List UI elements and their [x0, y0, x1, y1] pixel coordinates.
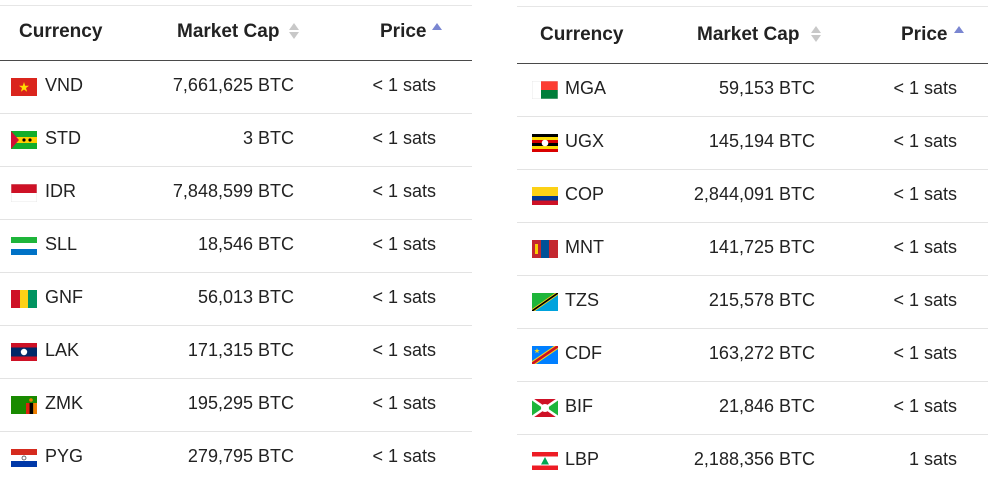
- laos-flag-icon: [11, 343, 37, 361]
- currency-code: SLL: [45, 234, 78, 254]
- price-value: < 1 sats: [893, 78, 957, 98]
- price-value: < 1 sats: [372, 75, 436, 95]
- currency-code: BIF: [565, 396, 594, 416]
- market-cap-value: 7,848,599 BTC: [172, 181, 294, 201]
- currency-code: LAK: [45, 340, 80, 360]
- price-value: < 1 sats: [372, 181, 436, 201]
- market-cap-value: 3 BTC: [242, 128, 294, 148]
- currency-code: PYG: [45, 446, 84, 466]
- price-value: < 1 sats: [893, 396, 957, 416]
- table-header: Currency Market Cap Price: [0, 5, 472, 61]
- market-cap-value: 56,013 BTC: [197, 287, 294, 307]
- table-row[interactable]: GNF 56,013 BTC < 1 sats: [0, 273, 472, 326]
- price-value: < 1 sats: [893, 343, 957, 363]
- market-cap-value: 18,546 BTC: [197, 234, 294, 254]
- table-row[interactable]: COP 2,844,091 BTC < 1 sats: [517, 170, 988, 223]
- table-row[interactable]: IDR 7,848,599 BTC < 1 sats: [0, 167, 472, 220]
- price-value: 1 sats: [908, 449, 957, 469]
- currency-code: CDF: [565, 343, 602, 363]
- tanzania-flag-icon: [532, 293, 558, 311]
- table-row[interactable]: ZMK 195,295 BTC < 1 sats: [0, 379, 472, 432]
- mongolia-flag-icon: [532, 240, 558, 258]
- price-value: < 1 sats: [372, 340, 436, 360]
- uganda-flag-icon: [532, 134, 558, 152]
- zambia-flag-icon: [11, 396, 37, 414]
- indonesia-flag-icon: [10, 183, 38, 203]
- currency-table-right: Currency Market Cap Price MGA 59,153 BTC <…: [517, 6, 988, 487]
- burundi-flag-icon: [531, 397, 559, 419]
- currency-code: IDR: [45, 181, 76, 201]
- paraguay-flag-icon: [11, 449, 37, 467]
- price-sort-asc-icon[interactable]: [432, 18, 442, 38]
- market-cap-value: 171,315 BTC: [187, 340, 294, 360]
- market-cap-value: 145,194 BTC: [708, 131, 815, 151]
- price-value: < 1 sats: [372, 446, 436, 466]
- currency-code: LBP: [565, 449, 600, 469]
- currency-header[interactable]: Currency: [19, 21, 103, 42]
- currency-code: VND: [45, 75, 84, 95]
- market-cap-value: 279,795 BTC: [187, 446, 294, 466]
- dr-congo-flag-icon: [532, 346, 558, 364]
- table-row[interactable]: CDF 163,272 BTC < 1 sats: [517, 329, 988, 382]
- sierra-leone-flag-icon: [11, 237, 37, 255]
- price-value: < 1 sats: [372, 393, 436, 413]
- market-cap-header[interactable]: Market Cap: [177, 21, 280, 42]
- currency-code: GNF: [45, 287, 83, 307]
- price-value: < 1 sats: [372, 287, 436, 307]
- market-cap-value: 163,272 BTC: [708, 343, 815, 363]
- table-row[interactable]: LBP 2,188,356 BTC 1 sats: [517, 435, 988, 487]
- price-sort-asc-icon[interactable]: [954, 21, 964, 41]
- currency-code: ZMK: [45, 393, 83, 413]
- price-value: < 1 sats: [893, 131, 957, 151]
- price-value: < 1 sats: [372, 128, 436, 148]
- currency-code: MGA: [565, 78, 607, 98]
- price-value: < 1 sats: [893, 184, 957, 204]
- table-row[interactable]: VND 7,661,625 BTC < 1 sats: [0, 61, 472, 114]
- table-row[interactable]: TZS 215,578 BTC < 1 sats: [517, 276, 988, 329]
- currency-code: TZS: [565, 290, 599, 310]
- table-header: Currency Market Cap Price: [517, 6, 988, 64]
- table-row[interactable]: SLL 18,546 BTC < 1 sats: [0, 220, 472, 273]
- price-header[interactable]: Price: [901, 24, 948, 45]
- colombia-flag-icon: [532, 187, 558, 205]
- madagascar-flag-icon: [531, 80, 559, 100]
- currency-code: UGX: [565, 131, 605, 151]
- price-header[interactable]: Price: [380, 21, 427, 42]
- market-cap-value: 2,844,091 BTC: [693, 184, 815, 204]
- lebanon-flag-icon: [532, 452, 558, 470]
- market-cap-value: 21,846 BTC: [718, 396, 815, 416]
- currency-code: COP: [565, 184, 605, 204]
- table-row[interactable]: STD 3 BTC < 1 sats: [0, 114, 472, 167]
- market-cap-value: 2,188,356 BTC: [693, 449, 815, 469]
- sao-tome-flag-icon: [11, 131, 37, 149]
- table-row[interactable]: BIF 21,846 BTC < 1 sats: [517, 382, 988, 435]
- vietnam-flag-icon: [11, 78, 37, 96]
- market-cap-value: 7,661,625 BTC: [172, 75, 294, 95]
- market-cap-value: 141,725 BTC: [708, 237, 815, 257]
- market-cap-value: 59,153 BTC: [718, 78, 815, 98]
- table-row[interactable]: MNT 141,725 BTC < 1 sats: [517, 223, 988, 276]
- price-value: < 1 sats: [893, 290, 957, 310]
- price-value: < 1 sats: [893, 237, 957, 257]
- table-row[interactable]: UGX 145,194 BTC < 1 sats: [517, 117, 988, 170]
- market-cap-value: 215,578 BTC: [708, 290, 815, 310]
- market-cap-header[interactable]: Market Cap: [697, 24, 800, 45]
- table-row[interactable]: MGA 59,153 BTC < 1 sats: [517, 64, 988, 117]
- currency-table-left: Currency Market Cap Price VND 7,661,625 B…: [0, 5, 472, 484]
- table-row[interactable]: LAK 171,315 BTC < 1 sats: [0, 326, 472, 379]
- currency-code: STD: [45, 128, 81, 148]
- currency-code: MNT: [565, 237, 604, 257]
- market-cap-sort-icon[interactable]: [811, 22, 821, 42]
- market-cap-value: 195,295 BTC: [187, 393, 294, 413]
- market-cap-sort-icon[interactable]: [289, 19, 299, 39]
- table-row[interactable]: PYG 279,795 BTC < 1 sats: [0, 432, 472, 484]
- price-value: < 1 sats: [372, 234, 436, 254]
- currency-header[interactable]: Currency: [540, 24, 624, 45]
- guinea-flag-icon: [11, 290, 37, 308]
